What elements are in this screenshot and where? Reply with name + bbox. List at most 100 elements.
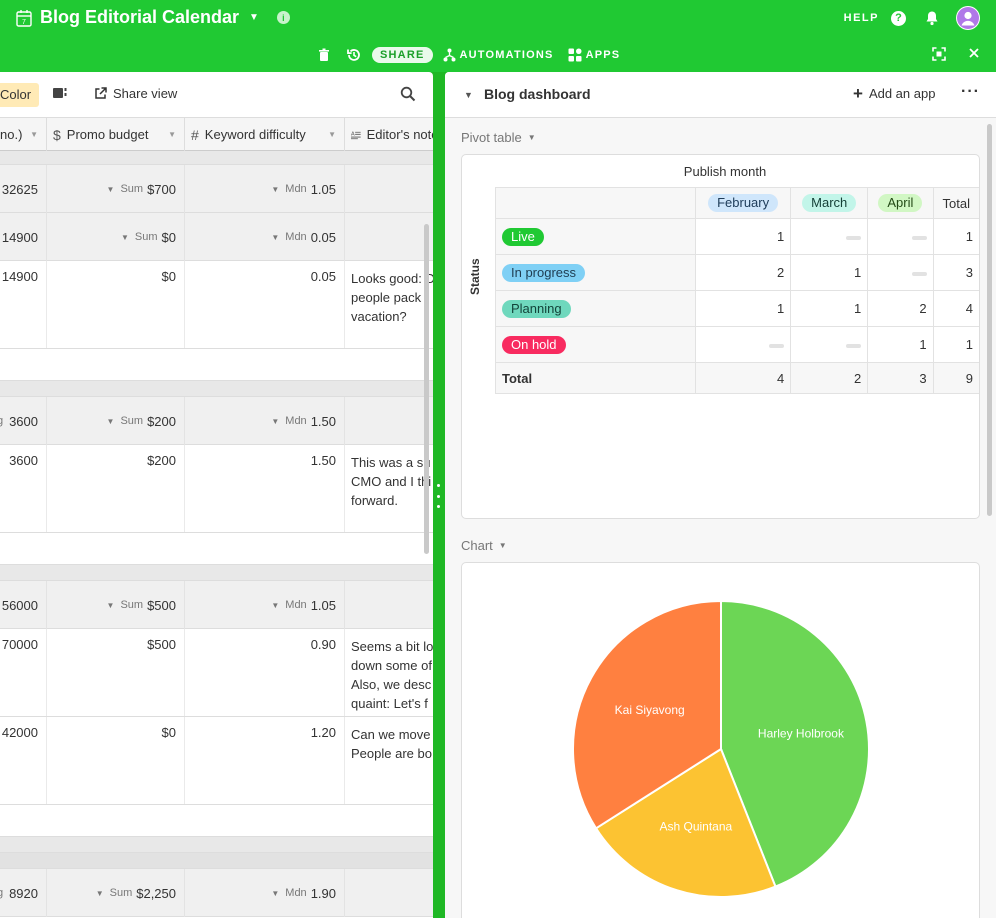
- cell[interactable]: 1.50: [185, 445, 345, 532]
- dashboard-title[interactable]: Blog dashboard: [484, 86, 591, 102]
- pie-slice[interactable]: [572, 599, 722, 830]
- cell[interactable]: $200: [47, 445, 185, 532]
- editors-notes-cell[interactable]: Can we move People are bo: [345, 717, 433, 763]
- group-band: [0, 837, 433, 853]
- base-title-area[interactable]: 7 Blog Editorial Calendar ▼ i: [16, 7, 290, 28]
- column-header-editors-notes[interactable]: A Editor's notes: [345, 118, 433, 151]
- summary-cell: g 8920: [0, 869, 47, 917]
- close-icon[interactable]: [968, 47, 980, 59]
- add-record-row[interactable]: [0, 349, 433, 381]
- status-badge: Live: [502, 227, 544, 246]
- add-record-row[interactable]: [0, 533, 433, 565]
- chevron-down-icon[interactable]: ▼: [120, 232, 129, 242]
- pivot-cell: 1: [867, 326, 934, 363]
- cell[interactable]: 0.90: [185, 629, 345, 716]
- summary-cell[interactable]: ▼ Mdn 1.50: [185, 397, 345, 445]
- chevron-down-icon[interactable]: ▼: [106, 184, 115, 194]
- dashboard-scrollbar[interactable]: [987, 124, 992, 516]
- column-header-keyword-difficulty[interactable]: # Keyword difficulty ▼: [185, 118, 345, 151]
- search-icon[interactable]: [400, 86, 416, 102]
- column-header-promo-budget[interactable]: $ Promo budget ▼: [47, 118, 185, 151]
- automations-button[interactable]: AUTOMATIONS: [443, 48, 554, 62]
- chevron-down-icon[interactable]: ▼: [498, 541, 507, 550]
- summary-cell: 14900: [0, 213, 47, 261]
- grid-scrollbar[interactable]: [424, 224, 429, 554]
- history-icon[interactable]: [346, 47, 362, 63]
- top-bar: 7 Blog Editorial Calendar ▼ i HELP ?: [0, 0, 996, 38]
- help-label[interactable]: HELP: [843, 12, 879, 24]
- pie-slice[interactable]: [594, 747, 777, 898]
- editors-notes-cell[interactable]: Looks good: D people pack f vacation?: [345, 261, 433, 326]
- fullscreen-icon[interactable]: [932, 47, 946, 61]
- cell[interactable]: $0: [47, 261, 185, 348]
- chevron-down-icon[interactable]: ▼: [106, 416, 115, 426]
- summary-cell[interactable]: ▼ Sum $700: [47, 165, 185, 213]
- chevron-down-icon[interactable]: ▼: [527, 133, 536, 142]
- chevron-down-icon[interactable]: ▼: [106, 600, 115, 610]
- cell[interactable]: $500: [47, 629, 185, 716]
- more-options-icon[interactable]: ···: [961, 83, 980, 100]
- summary-cell[interactable]: ▼ Mdn 0.05: [185, 213, 345, 261]
- editors-notes-cell[interactable]: Seems a bit lo down some of Also, we des…: [345, 629, 433, 713]
- user-avatar[interactable]: [956, 6, 980, 30]
- chevron-down-icon[interactable]: ▼: [271, 888, 280, 898]
- cell[interactable]: 70000: [0, 629, 47, 716]
- chevron-down-icon[interactable]: ▼: [168, 130, 176, 139]
- summary-cell[interactable]: ▼ Mdn 1.05: [185, 581, 345, 629]
- chart-section-header[interactable]: Chart ▼: [461, 538, 507, 553]
- chevron-down-icon[interactable]: ▼: [271, 184, 280, 194]
- cell[interactable]: 42000: [0, 717, 47, 804]
- svg-text:7: 7: [22, 19, 26, 26]
- title-dropdown-icon[interactable]: ▼: [249, 12, 259, 23]
- table-row[interactable]: 3600 $200 1.50 This was a su CMO and I t…: [0, 445, 433, 533]
- summary-value: 1.90: [310, 885, 336, 901]
- trash-icon[interactable]: [318, 48, 330, 62]
- note-line: people pack f: [351, 290, 429, 305]
- group-band: [0, 151, 433, 165]
- pivot-row: In progress 2 1 3: [495, 254, 979, 291]
- column-header-label: no.): [0, 127, 23, 142]
- summary-cell[interactable]: ▼ Sum $200: [47, 397, 185, 445]
- summary-cell[interactable]: ▼ Mdn 1.05: [185, 165, 345, 213]
- summary-cell[interactable]: ▼ Sum $2,250: [47, 869, 185, 917]
- cell[interactable]: 0.05: [185, 261, 345, 348]
- summary-cell[interactable]: ▼ Sum $0: [47, 213, 185, 261]
- share-view-button[interactable]: Share view: [94, 86, 177, 101]
- table-row[interactable]: 42000 $0 1.20 Can we move People are bo: [0, 717, 433, 805]
- pivot-table: February March April Total Live 1 1 In p…: [495, 187, 979, 394]
- editors-notes-cell[interactable]: This was a su CMO and I thi forward.: [345, 445, 433, 510]
- pie-slice[interactable]: [720, 599, 870, 888]
- pivot-section-label: Pivot table: [461, 130, 522, 145]
- panel-resize-handle[interactable]: [436, 484, 440, 508]
- pivot-total-label: Total: [495, 362, 696, 394]
- color-button[interactable]: Color: [0, 83, 40, 107]
- cell[interactable]: 3600: [0, 445, 47, 532]
- add-app-button[interactable]: + Add an app: [853, 85, 935, 102]
- bell-icon[interactable]: [924, 10, 940, 26]
- table-row[interactable]: 14900 $0 0.05 Looks good: D people pack …: [0, 261, 433, 349]
- add-record-row[interactable]: [0, 805, 433, 837]
- table-row[interactable]: 70000 $500 0.90 Seems a bit lo down some…: [0, 629, 433, 717]
- summary-cell[interactable]: ▼ Sum $500: [47, 581, 185, 629]
- cell[interactable]: 1.20: [185, 717, 345, 804]
- apps-button[interactable]: APPS: [568, 48, 621, 62]
- chevron-down-icon[interactable]: ▼: [328, 130, 336, 139]
- chevron-down-icon[interactable]: ▼: [271, 600, 280, 610]
- summary-value: 0.05: [310, 229, 336, 245]
- cell[interactable]: 14900: [0, 261, 47, 348]
- chevron-down-icon[interactable]: ▼: [95, 888, 104, 898]
- cell[interactable]: $0: [47, 717, 185, 804]
- base-title[interactable]: Blog Editorial Calendar: [40, 7, 240, 27]
- summary-cell[interactable]: ▼ Mdn 1.90: [185, 869, 345, 917]
- collapse-caret-icon[interactable]: ▼: [464, 90, 473, 100]
- chevron-down-icon[interactable]: ▼: [271, 232, 280, 242]
- column-header[interactable]: no.) ▼: [0, 118, 47, 151]
- row-height-icon[interactable]: [52, 86, 68, 102]
- chevron-down-icon[interactable]: ▼: [30, 130, 38, 139]
- share-button[interactable]: SHARE: [372, 47, 433, 63]
- help-icon[interactable]: ?: [891, 10, 906, 26]
- pivot-corner-cell: [495, 187, 696, 219]
- pivot-section-header[interactable]: Pivot table ▼: [461, 130, 536, 145]
- chevron-down-icon[interactable]: ▼: [271, 416, 280, 426]
- info-icon[interactable]: i: [276, 11, 290, 24]
